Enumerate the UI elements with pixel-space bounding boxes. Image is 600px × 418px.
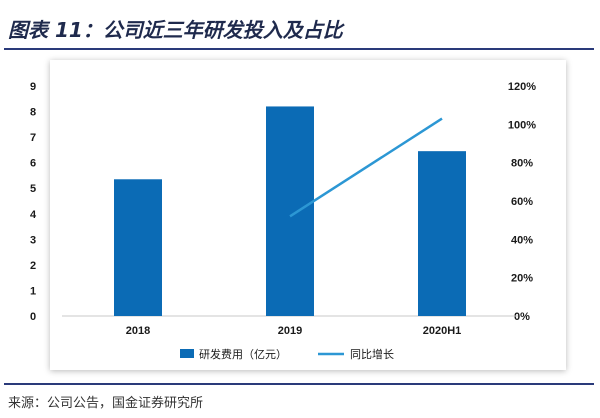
y-left-tick-label: 0 — [30, 311, 36, 323]
y-left-tick-label: 2 — [30, 260, 36, 272]
y-right-tick-label: 0% — [514, 311, 530, 323]
y-left-tick-label: 7 — [30, 132, 36, 144]
y-left-tick-label: 3 — [30, 234, 36, 246]
source-note: 来源：公司公告，国金证券研究所 — [8, 396, 204, 411]
y-right-tick-label: 60% — [511, 196, 533, 208]
y-right-tick-label: 80% — [511, 158, 533, 170]
y-right-tick-label: 40% — [511, 234, 533, 246]
y-left-tick-label: 8 — [30, 107, 36, 119]
line-series — [289, 117, 443, 218]
chart-title: 图表 11：公司近三年研发投入及占比 — [8, 18, 343, 42]
y-left-tick-label: 1 — [30, 285, 36, 297]
legend-line-label: 同比增长 — [350, 347, 394, 361]
title-divider — [4, 48, 594, 50]
y-left-tick-label: 6 — [30, 158, 36, 170]
bar-2020H1 — [418, 151, 466, 316]
y-right-tick-label: 20% — [511, 273, 533, 285]
x-tick-label: 2020H1 — [423, 325, 462, 337]
footer-divider — [4, 383, 594, 385]
y-left-tick-label: 5 — [30, 183, 36, 195]
x-tick-label: 2019 — [278, 325, 302, 337]
y-axis-left: 0 1 2 3 4 5 6 7 8 9 — [30, 81, 37, 323]
x-tick-label: 2018 — [126, 325, 150, 337]
bar-2019 — [266, 106, 314, 316]
legend: 研发费用（亿元） 同比增长 — [180, 347, 394, 361]
y-right-tick-label: 100% — [508, 119, 536, 131]
bar-series — [114, 106, 466, 316]
y-right-tick-label: 120% — [508, 81, 536, 93]
y-axis-right: 0% 20% 40% 60% 80% 100% 120% — [508, 81, 536, 323]
y-left-tick-label: 9 — [30, 81, 36, 93]
legend-bar-swatch — [180, 349, 194, 358]
y-left-tick-label: 4 — [30, 209, 37, 221]
x-axis: 2018 2019 2020H1 — [126, 325, 462, 337]
growth-line — [289, 117, 443, 218]
legend-bar-label: 研发费用（亿元） — [199, 347, 287, 361]
bar-2018 — [114, 179, 162, 316]
